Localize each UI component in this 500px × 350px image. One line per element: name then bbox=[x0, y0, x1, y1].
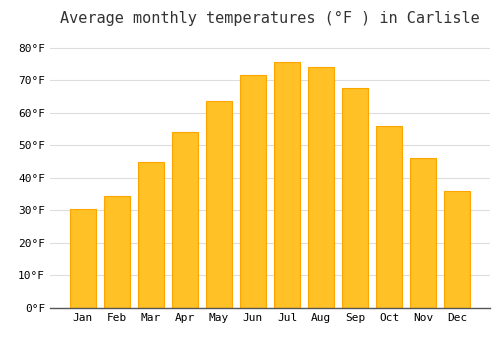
Bar bbox=[376, 126, 402, 308]
Bar bbox=[342, 89, 368, 308]
Bar bbox=[138, 162, 164, 308]
Bar bbox=[274, 62, 300, 308]
Bar bbox=[444, 191, 470, 308]
Bar bbox=[308, 67, 334, 308]
Bar bbox=[206, 102, 232, 308]
Bar bbox=[410, 158, 436, 308]
Bar bbox=[172, 132, 198, 308]
Title: Average monthly temperatures (°F ) in Carlisle: Average monthly temperatures (°F ) in Ca… bbox=[60, 11, 480, 26]
Bar bbox=[70, 209, 96, 308]
Bar bbox=[104, 196, 130, 308]
Bar bbox=[240, 75, 266, 308]
